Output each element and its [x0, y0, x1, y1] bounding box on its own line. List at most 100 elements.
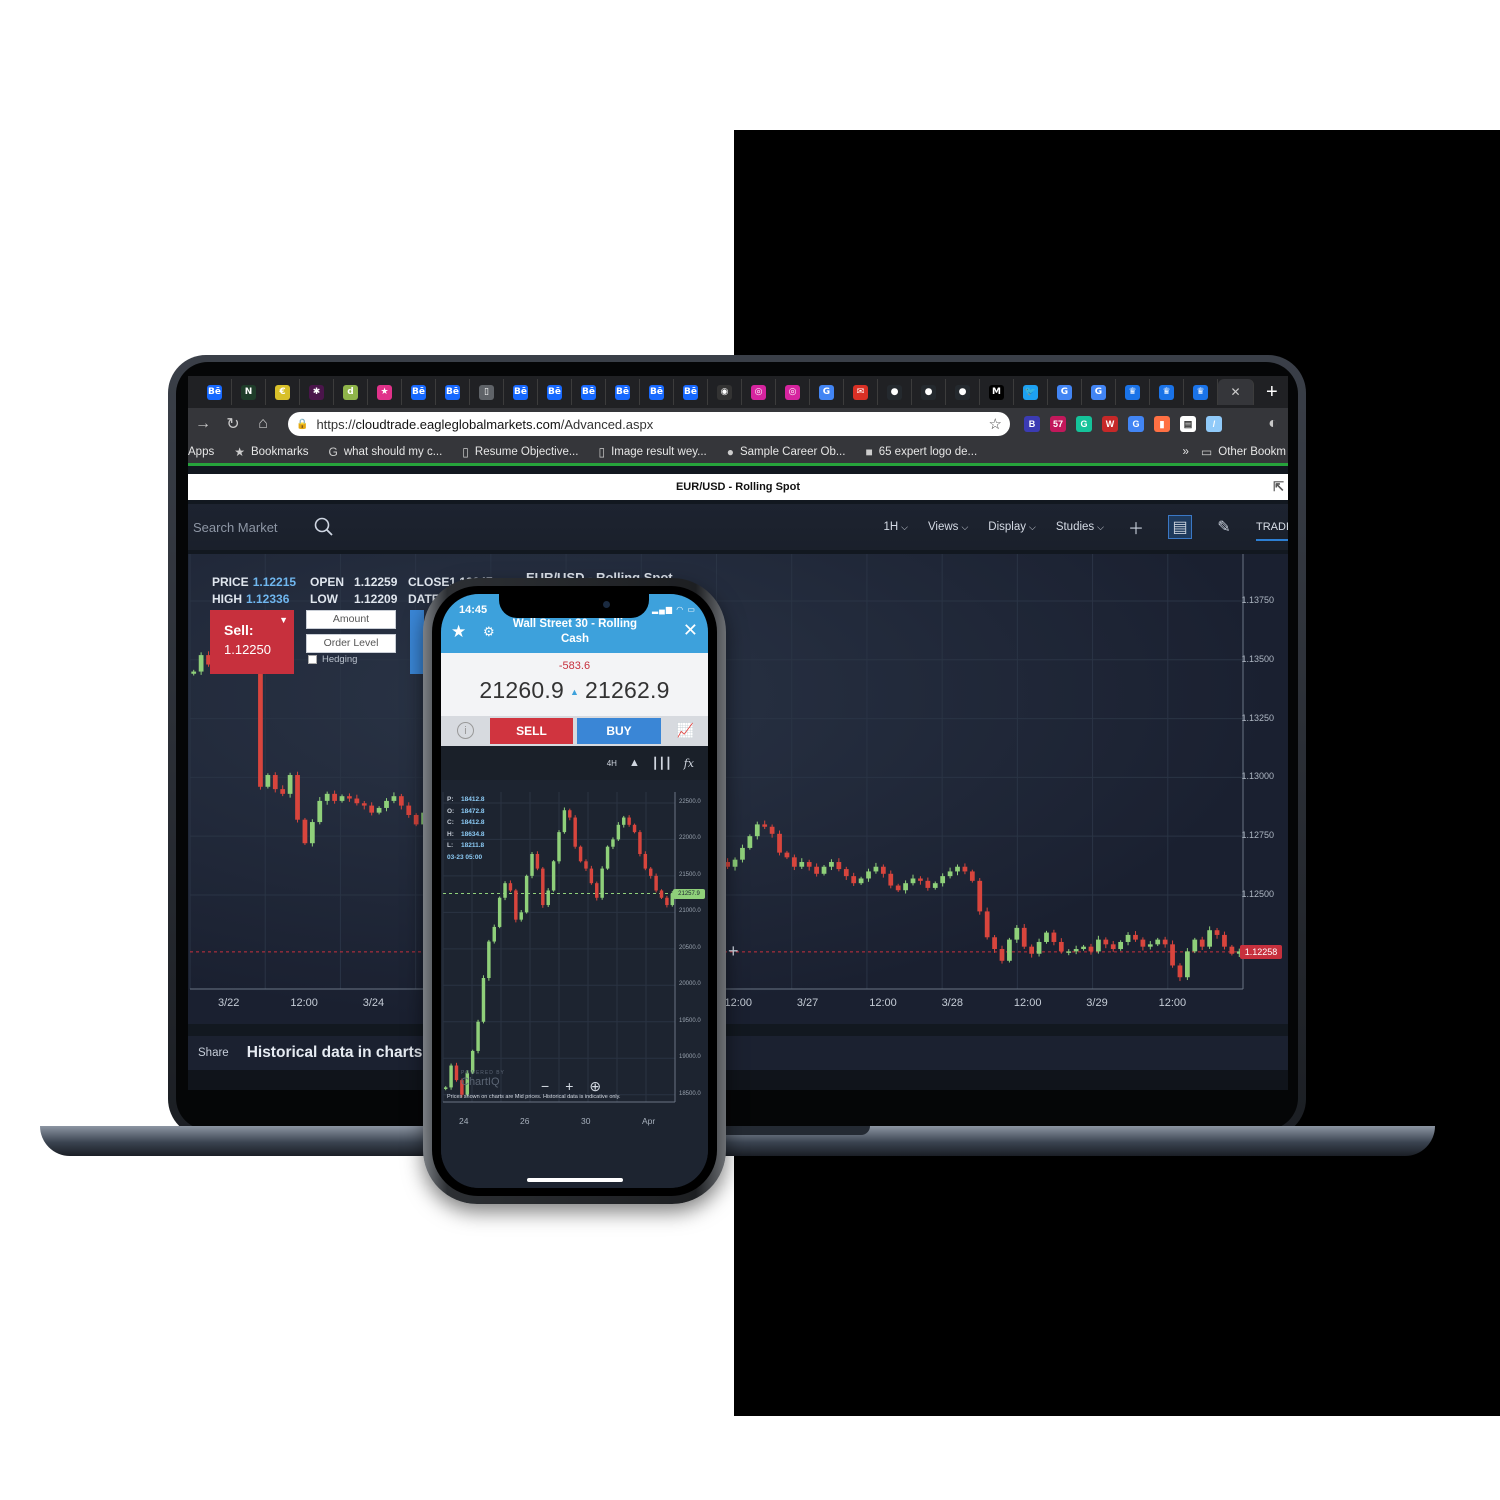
bookmark-item[interactable]: ● Sample Career Ob...: [727, 445, 846, 459]
studies-dropdown[interactable]: Studies ⌵: [1056, 521, 1104, 533]
browser-tab[interactable]: d: [334, 379, 368, 405]
browser-tab[interactable]: G: [1048, 379, 1082, 405]
browser-tab[interactable]: ◎: [776, 379, 810, 405]
tab-close-icon[interactable]: ✕: [1230, 385, 1241, 399]
y-tick-label: 21500.0: [679, 871, 701, 878]
browser-tab[interactable]: Bē: [606, 379, 640, 405]
zoom-in-icon[interactable]: +: [565, 1078, 574, 1094]
zoom-reset-icon[interactable]: ⊕: [589, 1078, 602, 1094]
browser-tab[interactable]: Bē: [572, 379, 606, 405]
profile-icon[interactable]: ◐: [1268, 415, 1278, 432]
checkbox-icon[interactable]: [308, 655, 317, 664]
browser-tab[interactable]: ◉: [708, 379, 742, 405]
browser-tab[interactable]: ●: [878, 379, 912, 405]
candle-chart-icon[interactable]: ┃┃┃: [651, 757, 672, 770]
browser-tab[interactable]: M: [980, 379, 1014, 405]
browser-tab[interactable]: ✉: [844, 379, 878, 405]
browser-tab[interactable]: ◎: [742, 379, 776, 405]
browser-tab[interactable]: ♛: [1150, 379, 1184, 405]
order-level-input[interactable]: Order Level: [306, 634, 396, 653]
new-tab-icon[interactable]: +: [1266, 380, 1278, 403]
translate-icon[interactable]: G: [1128, 416, 1144, 432]
browser-tab[interactable]: ▯: [470, 379, 504, 405]
browser-tab[interactable]: Bē: [674, 379, 708, 405]
phone-sell-button[interactable]: SELL: [490, 718, 573, 744]
add-crosshair-icon[interactable]: +: [728, 941, 739, 961]
browser-tab[interactable]: N: [232, 379, 266, 405]
browser-tab[interactable]: Bē: [640, 379, 674, 405]
browser-tab[interactable]: G: [810, 379, 844, 405]
close-icon[interactable]: ✕: [682, 620, 698, 640]
zoom-out-icon[interactable]: −: [541, 1078, 550, 1094]
bookmark-item[interactable]: ■ 65 expert logo de...: [865, 445, 977, 459]
crosshair-icon[interactable]: ＋: [1127, 521, 1144, 538]
draw-pencil-icon[interactable]: ✎: [1217, 519, 1231, 536]
bookmark-item[interactable]: ▯ Image result wey...: [598, 445, 706, 459]
candle-body: [339, 796, 345, 801]
browser-tab[interactable]: €: [266, 379, 300, 405]
pen-extension-icon[interactable]: /: [1206, 416, 1222, 432]
hedging-checkbox[interactable]: Hedging: [308, 654, 357, 665]
phone-candlestick-chart[interactable]: [441, 780, 708, 1188]
buy-button[interactable]: [410, 610, 424, 674]
amount-input[interactable]: Amount: [306, 610, 396, 629]
favorite-star-icon[interactable]: ★: [451, 622, 467, 641]
popout-icon[interactable]: ⇱: [1273, 479, 1284, 494]
candle-body: [851, 876, 857, 884]
browser-tab[interactable]: Bē: [436, 379, 470, 405]
browser-tab[interactable]: ★: [368, 379, 402, 405]
grammarly-icon[interactable]: G: [1076, 416, 1092, 432]
display-dropdown[interactable]: Display ⌵: [988, 521, 1036, 533]
bookmarks-more-button[interactable]: »: [1182, 445, 1189, 458]
browser-tab[interactable]: 🐦: [1014, 379, 1048, 405]
address-input[interactable]: 🔒 https://cloudtrade.eagleglobalmarkets.…: [288, 412, 1010, 436]
main-chart-area[interactable]: PRICE 1.12215 HIGH 1.12336 OPEN 1.12259 LOW…: [188, 554, 1288, 1024]
browser-tab[interactable]: Bē: [504, 379, 538, 405]
gear-icon[interactable]: ⚙: [483, 624, 495, 639]
candle-body: [648, 868, 653, 876]
badge-extension-icon[interactable]: 57: [1050, 416, 1066, 432]
tab-trade[interactable]: TRADE: [1256, 513, 1288, 541]
phone-chart-area[interactable]: P: 18412.8 O: 18472.8 C: 18412.8 H: 18634.8 L: 18…: [441, 780, 708, 1188]
home-indicator[interactable]: [527, 1178, 623, 1182]
bookmark-item[interactable]: ▯ Resume Objective...: [462, 445, 578, 459]
phone-buy-button[interactable]: BUY: [577, 718, 661, 744]
browser-tab[interactable]: Bē: [198, 379, 232, 405]
chart-icon[interactable]: 📈: [676, 722, 694, 738]
comment-icon[interactable]: ▤: [1168, 515, 1192, 539]
w-extension-icon[interactable]: W: [1102, 416, 1118, 432]
browser-tab[interactable]: Bē: [538, 379, 572, 405]
active-tab[interactable]: ✕: [1218, 379, 1254, 405]
bookmark-item[interactable]: ★ Bookmarks: [234, 445, 308, 459]
views-dropdown[interactable]: Views ⌵: [928, 521, 968, 533]
reload-icon[interactable]: ↻: [226, 416, 240, 433]
home-icon[interactable]: ⌂: [258, 415, 268, 432]
note-extension-icon[interactable]: ▤: [1180, 416, 1196, 432]
browser-tab[interactable]: ✱: [300, 379, 334, 405]
interval-dropdown[interactable]: 1H ⌵: [883, 521, 908, 533]
bookmark-item[interactable]: Apps: [188, 446, 214, 458]
b-extension-icon[interactable]: B: [1024, 416, 1040, 432]
other-bookmarks[interactable]: ▭ Other Bookm: [1201, 445, 1286, 459]
sell-button[interactable]: ▼ Sell: 1.12250: [210, 610, 294, 674]
fx-studies-icon[interactable]: fx: [683, 756, 694, 770]
forward-icon[interactable]: →: [195, 415, 211, 432]
candle-body: [1007, 939, 1012, 961]
triangle-down-icon[interactable]: ▼: [279, 615, 288, 625]
browser-tab[interactable]: Bē: [402, 379, 436, 405]
search-icon[interactable]: [313, 516, 335, 538]
phone-current-price-tag: 21257.9: [673, 888, 705, 899]
share-button[interactable]: Share: [198, 1047, 229, 1059]
mountain-chart-icon[interactable]: ▲: [628, 757, 640, 769]
browser-tab[interactable]: G: [1082, 379, 1116, 405]
browser-tab[interactable]: ●: [946, 379, 980, 405]
phone-interval[interactable]: 4H: [606, 758, 617, 768]
fire-extension-icon[interactable]: ▮: [1154, 416, 1170, 432]
info-icon[interactable]: i: [457, 722, 474, 739]
browser-tab[interactable]: ♛: [1184, 379, 1218, 405]
search-market-input[interactable]: Search Market: [193, 519, 278, 535]
browser-tab[interactable]: ●: [912, 379, 946, 405]
browser-tab[interactable]: ♛: [1116, 379, 1150, 405]
bookmark-star-icon[interactable]: ☆: [988, 416, 1002, 433]
